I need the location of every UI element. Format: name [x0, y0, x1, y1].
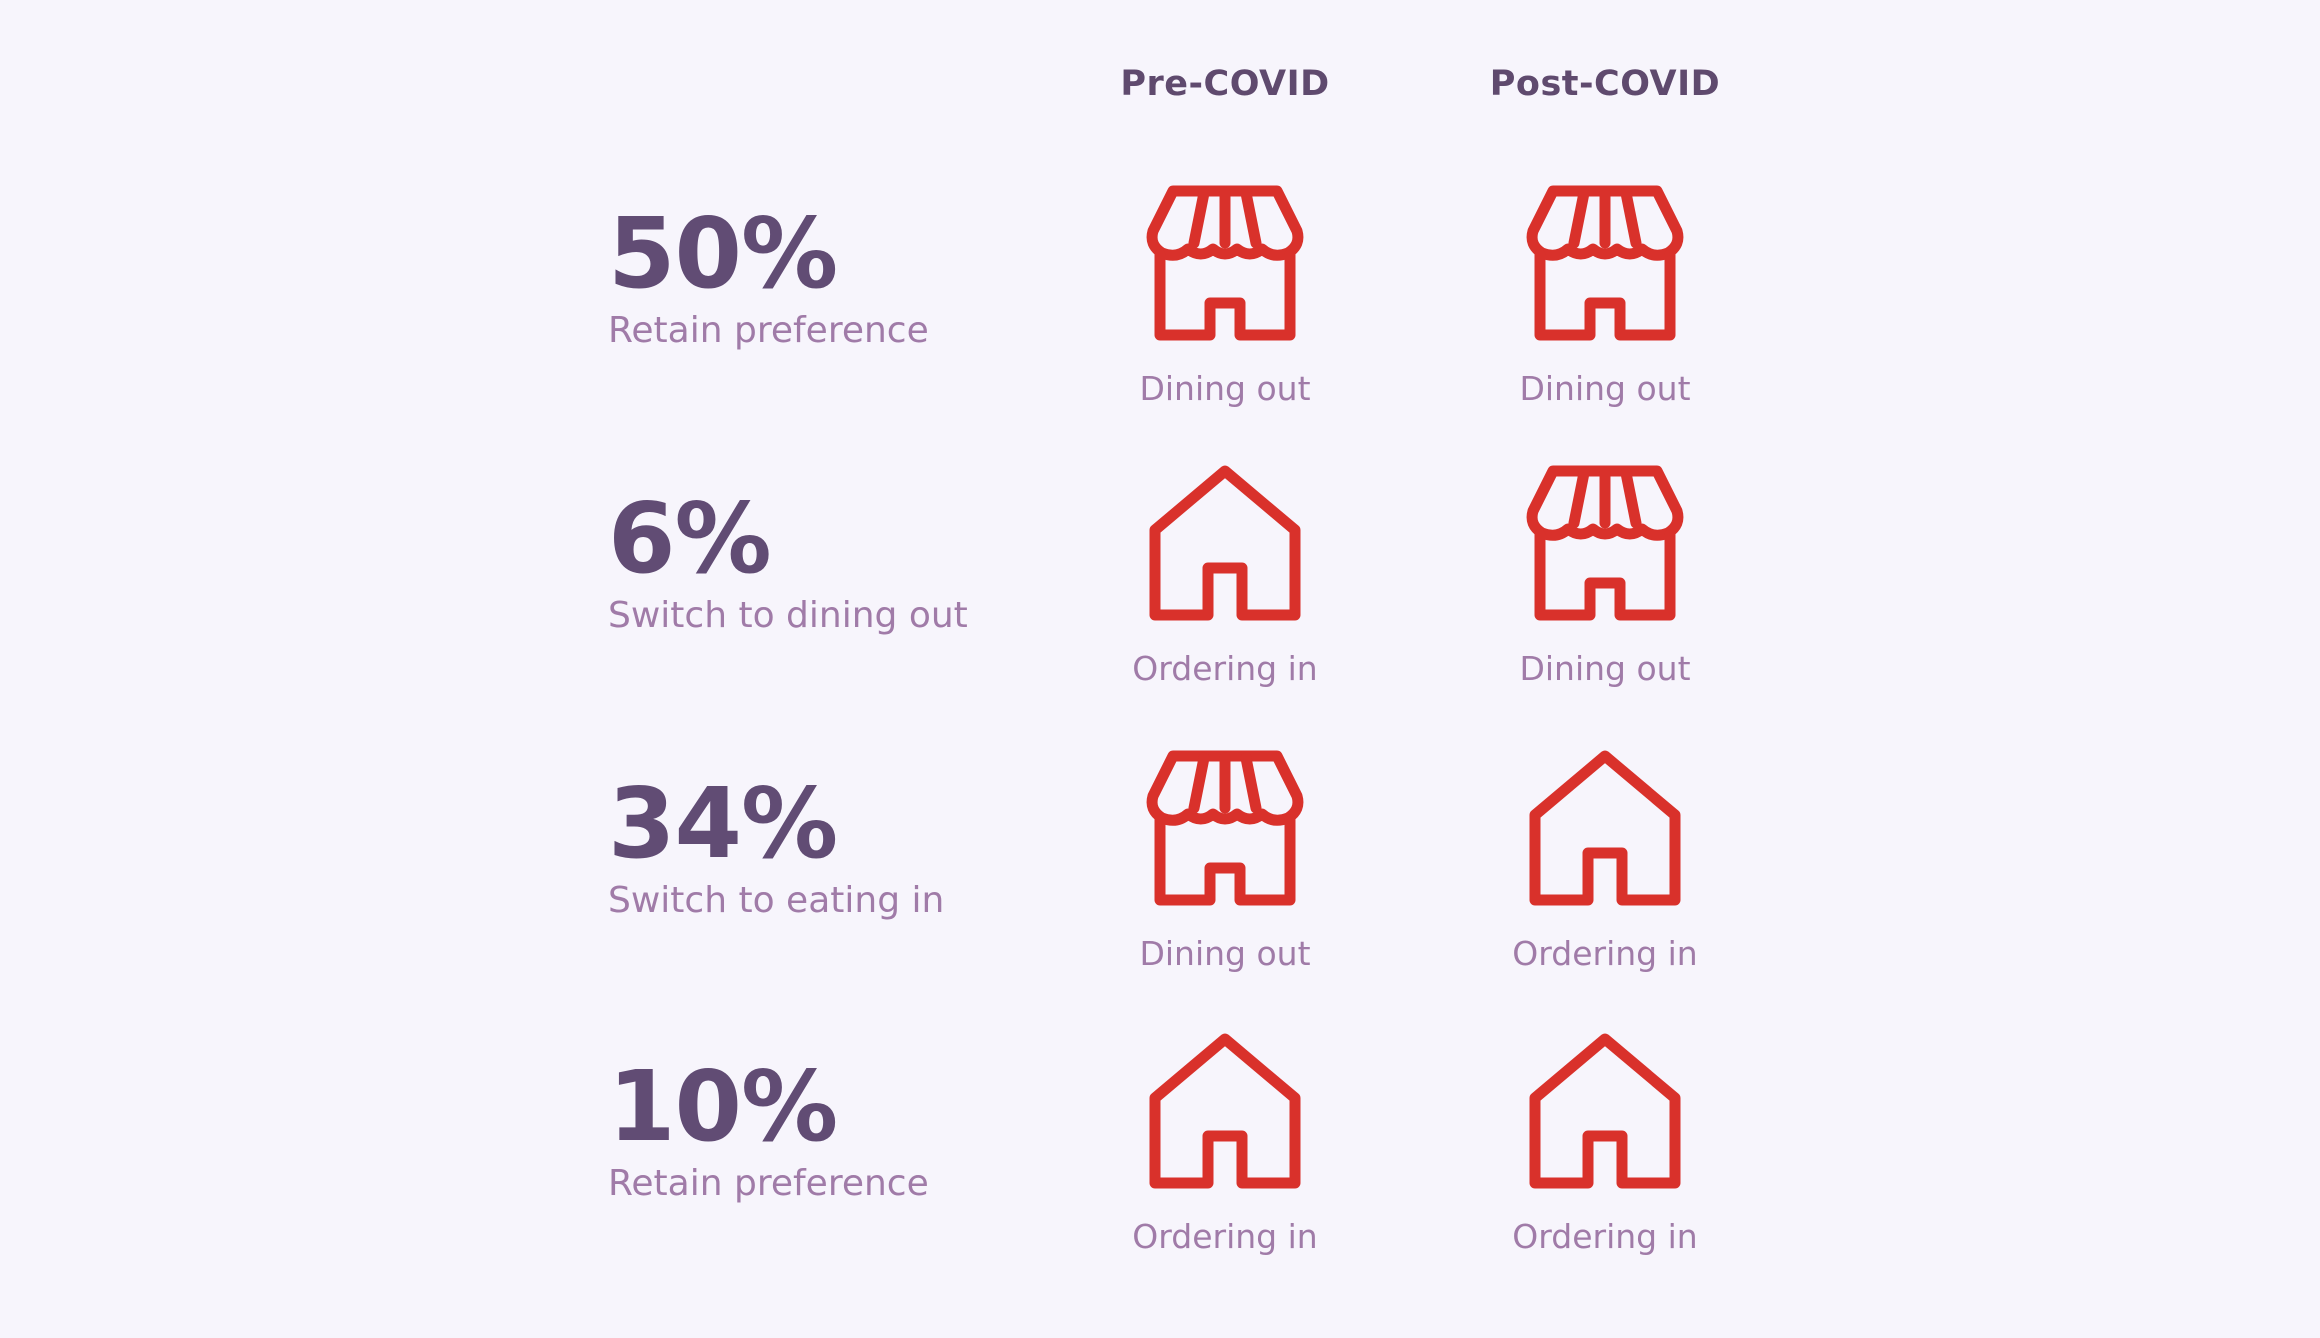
post-covid-cell: Ordering in	[1445, 750, 1765, 973]
stat-row: 50% Retain preference Dining out Dining o…	[0, 185, 2320, 485]
stat-row: 6% Switch to dining out Ordering in Dinin…	[0, 465, 2320, 770]
storefront-icon	[1065, 185, 1385, 345]
post-covid-cell: Dining out	[1445, 185, 1765, 408]
house-icon	[1065, 465, 1385, 625]
stat-value: 10%	[608, 1050, 838, 1163]
pre-covid-header: Pre-COVID	[1120, 64, 1330, 104]
storefront-icon	[1065, 750, 1385, 910]
cell-label: Ordering in	[1512, 934, 1698, 973]
stat-row: 34% Switch to eating in Dining out Orderi…	[0, 750, 2320, 1055]
storefront-icon	[1445, 465, 1765, 625]
pre-covid-cell: Ordering in	[1065, 465, 1385, 688]
stat-value: 50%	[608, 197, 838, 310]
stat-description: Switch to dining out	[608, 595, 968, 636]
pre-covid-cell: Dining out	[1065, 750, 1385, 973]
cell-label: Ordering in	[1512, 1217, 1698, 1256]
post-covid-cell: Ordering in	[1445, 1033, 1765, 1256]
post-covid-header: Post-COVID	[1489, 64, 1721, 104]
storefront-icon	[1445, 185, 1765, 345]
cell-label: Ordering in	[1132, 1217, 1318, 1256]
pre-covid-cell: Ordering in	[1065, 1033, 1385, 1256]
stat-value: 6%	[608, 482, 772, 595]
house-icon	[1065, 1033, 1385, 1193]
stat-description: Retain preference	[608, 1163, 929, 1204]
cell-label: Dining out	[1139, 369, 1311, 408]
cell-label: Ordering in	[1132, 649, 1318, 688]
post-covid-cell: Dining out	[1445, 465, 1765, 688]
stat-description: Retain preference	[608, 310, 929, 351]
stat-value: 34%	[608, 767, 838, 880]
stat-row: 10% Retain preference Ordering in Orderin…	[0, 1033, 2320, 1338]
cell-label: Dining out	[1519, 369, 1691, 408]
cell-label: Dining out	[1519, 649, 1691, 688]
stat-description: Switch to eating in	[608, 880, 945, 921]
cell-label: Dining out	[1139, 934, 1311, 973]
house-icon	[1445, 1033, 1765, 1193]
house-icon	[1445, 750, 1765, 910]
pre-covid-cell: Dining out	[1065, 185, 1385, 408]
